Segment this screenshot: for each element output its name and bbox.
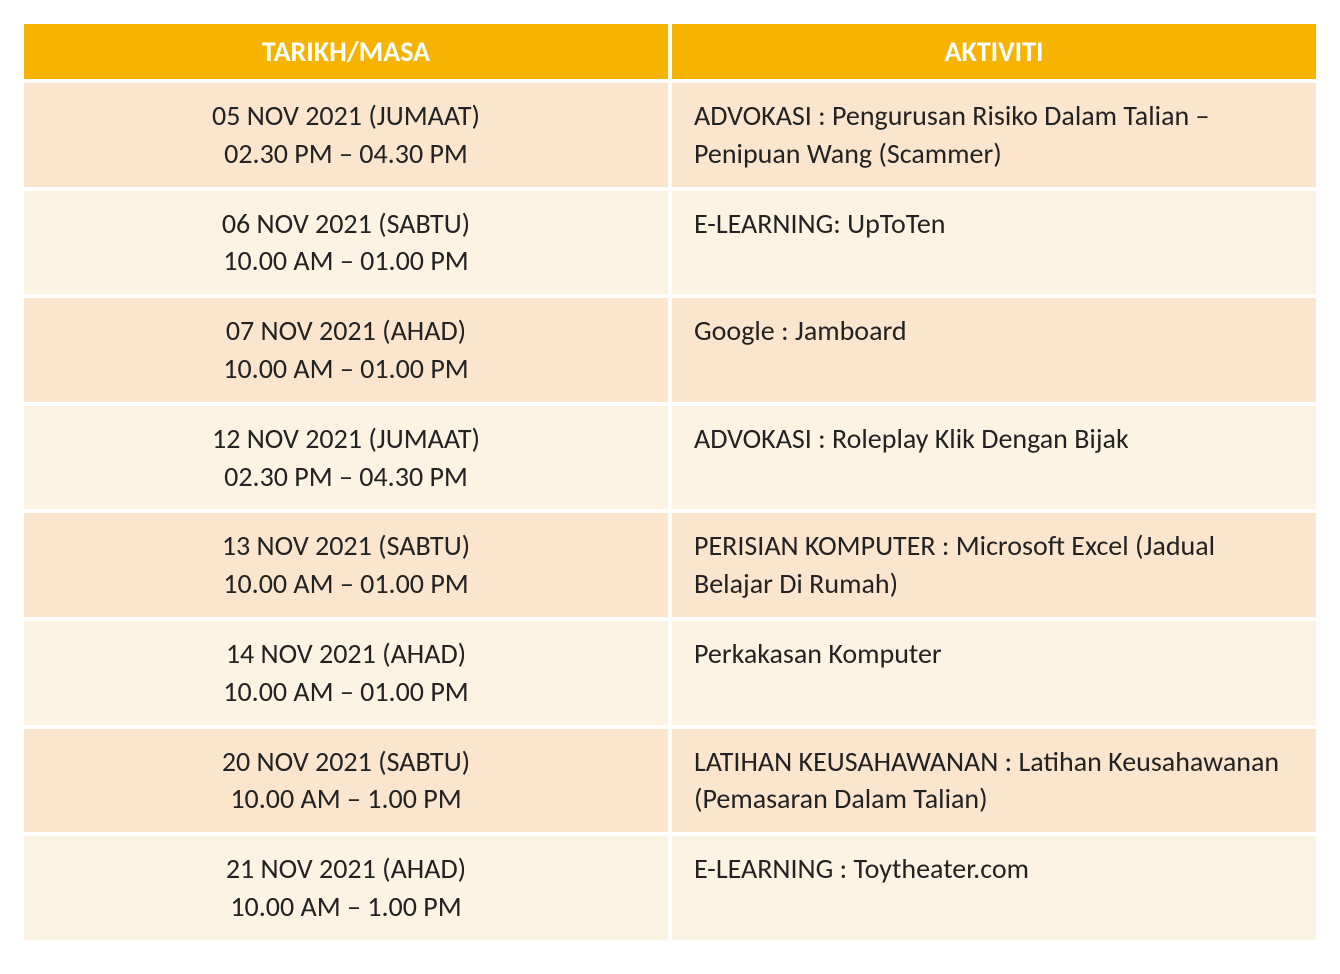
time-text: 10.00 AM – 01.00 PM <box>46 673 646 711</box>
cell-activity: Google : Jamboard <box>670 296 1318 404</box>
time-text: 02.30 PM – 04.30 PM <box>46 135 646 173</box>
cell-activity: ADVOKASI : Roleplay Klik Dengan Bijak <box>670 404 1318 512</box>
column-header-activity: AKTIVITI <box>670 22 1318 81</box>
cell-date: 20 NOV 2021 (SABTU) 10.00 AM – 1.00 PM <box>22 727 670 835</box>
table-row: 07 NOV 2021 (AHAD) 10.00 AM – 01.00 PM G… <box>22 296 1318 404</box>
cell-activity: PERISIAN KOMPUTER : Microsoft Excel (Jad… <box>670 511 1318 619</box>
table-row: 05 NOV 2021 (JUMAAT) 02.30 PM – 04.30 PM… <box>22 81 1318 189</box>
table-row: 14 NOV 2021 (AHAD) 10.00 AM – 01.00 PM P… <box>22 619 1318 727</box>
date-text: 13 NOV 2021 (SABTU) <box>46 527 646 565</box>
cell-date: 13 NOV 2021 (SABTU) 10.00 AM – 01.00 PM <box>22 511 670 619</box>
cell-date: 12 NOV 2021 (JUMAAT) 02.30 PM – 04.30 PM <box>22 404 670 512</box>
time-text: 10.00 AM – 01.00 PM <box>46 565 646 603</box>
date-text: 20 NOV 2021 (SABTU) <box>46 743 646 781</box>
schedule-table: TARIKH/MASA AKTIVITI 05 NOV 2021 (JUMAAT… <box>20 20 1320 944</box>
date-text: 21 NOV 2021 (AHAD) <box>46 850 646 888</box>
date-text: 05 NOV 2021 (JUMAAT) <box>46 97 646 135</box>
table-row: 12 NOV 2021 (JUMAAT) 02.30 PM – 04.30 PM… <box>22 404 1318 512</box>
cell-activity: LATIHAN KEUSAHAWANAN : Latihan Keusahawa… <box>670 727 1318 835</box>
date-text: 06 NOV 2021 (SABTU) <box>46 205 646 243</box>
table-row: 20 NOV 2021 (SABTU) 10.00 AM – 1.00 PM L… <box>22 727 1318 835</box>
table-header-row: TARIKH/MASA AKTIVITI <box>22 22 1318 81</box>
cell-activity: Perkakasan Komputer <box>670 619 1318 727</box>
time-text: 10.00 AM – 01.00 PM <box>46 350 646 388</box>
date-text: 14 NOV 2021 (AHAD) <box>46 635 646 673</box>
cell-date: 21 NOV 2021 (AHAD) 10.00 AM – 1.00 PM <box>22 834 670 942</box>
column-header-date: TARIKH/MASA <box>22 22 670 81</box>
date-text: 07 NOV 2021 (AHAD) <box>46 312 646 350</box>
time-text: 02.30 PM – 04.30 PM <box>46 458 646 496</box>
cell-date: 07 NOV 2021 (AHAD) 10.00 AM – 01.00 PM <box>22 296 670 404</box>
date-text: 12 NOV 2021 (JUMAAT) <box>46 420 646 458</box>
table-row: 21 NOV 2021 (AHAD) 10.00 AM – 1.00 PM E-… <box>22 834 1318 942</box>
cell-activity: E-LEARNING: UpToTen <box>670 189 1318 297</box>
cell-date: 06 NOV 2021 (SABTU) 10.00 AM – 01.00 PM <box>22 189 670 297</box>
table-row: 13 NOV 2021 (SABTU) 10.00 AM – 01.00 PM … <box>22 511 1318 619</box>
table-row: 06 NOV 2021 (SABTU) 10.00 AM – 01.00 PM … <box>22 189 1318 297</box>
time-text: 10.00 AM – 01.00 PM <box>46 242 646 280</box>
cell-activity: E-LEARNING : Toytheater.com <box>670 834 1318 942</box>
cell-date: 14 NOV 2021 (AHAD) 10.00 AM – 01.00 PM <box>22 619 670 727</box>
cell-date: 05 NOV 2021 (JUMAAT) 02.30 PM – 04.30 PM <box>22 81 670 189</box>
time-text: 10.00 AM – 1.00 PM <box>46 780 646 818</box>
time-text: 10.00 AM – 1.00 PM <box>46 888 646 926</box>
cell-activity: ADVOKASI : Pengurusan Risiko Dalam Talia… <box>670 81 1318 189</box>
